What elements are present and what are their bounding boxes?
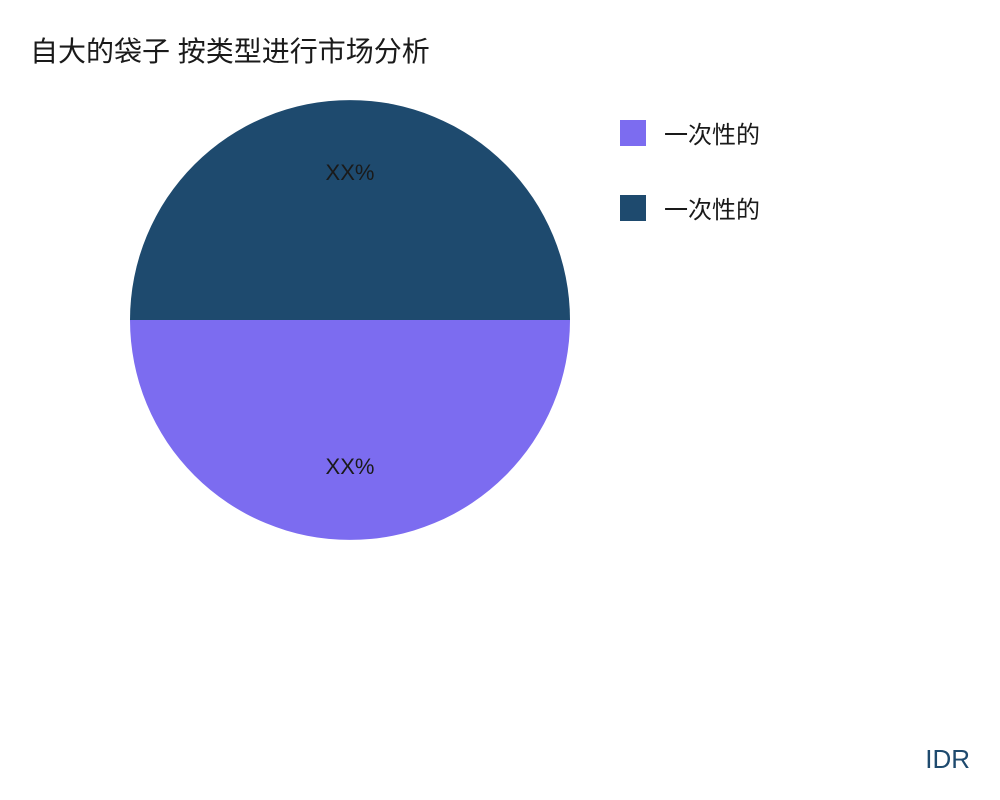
legend-item: 一次性的 bbox=[620, 115, 760, 150]
chart-title: 自大的袋子 按类型进行市场分析 bbox=[30, 30, 430, 70]
slice-label-bottom: XX% bbox=[326, 454, 375, 480]
pie-slice-top bbox=[130, 100, 570, 320]
slice-label-top: XX% bbox=[326, 160, 375, 186]
legend-label: 一次性的 bbox=[664, 115, 760, 150]
pie-chart: XX% XX% bbox=[130, 100, 570, 540]
pie-slice-bottom bbox=[130, 320, 570, 540]
legend-label: 一次性的 bbox=[664, 190, 760, 225]
legend-swatch bbox=[620, 120, 646, 146]
legend: 一次性的 一次性的 bbox=[620, 115, 760, 265]
legend-item: 一次性的 bbox=[620, 190, 760, 225]
footer-label: IDR bbox=[925, 744, 970, 775]
legend-swatch bbox=[620, 195, 646, 221]
